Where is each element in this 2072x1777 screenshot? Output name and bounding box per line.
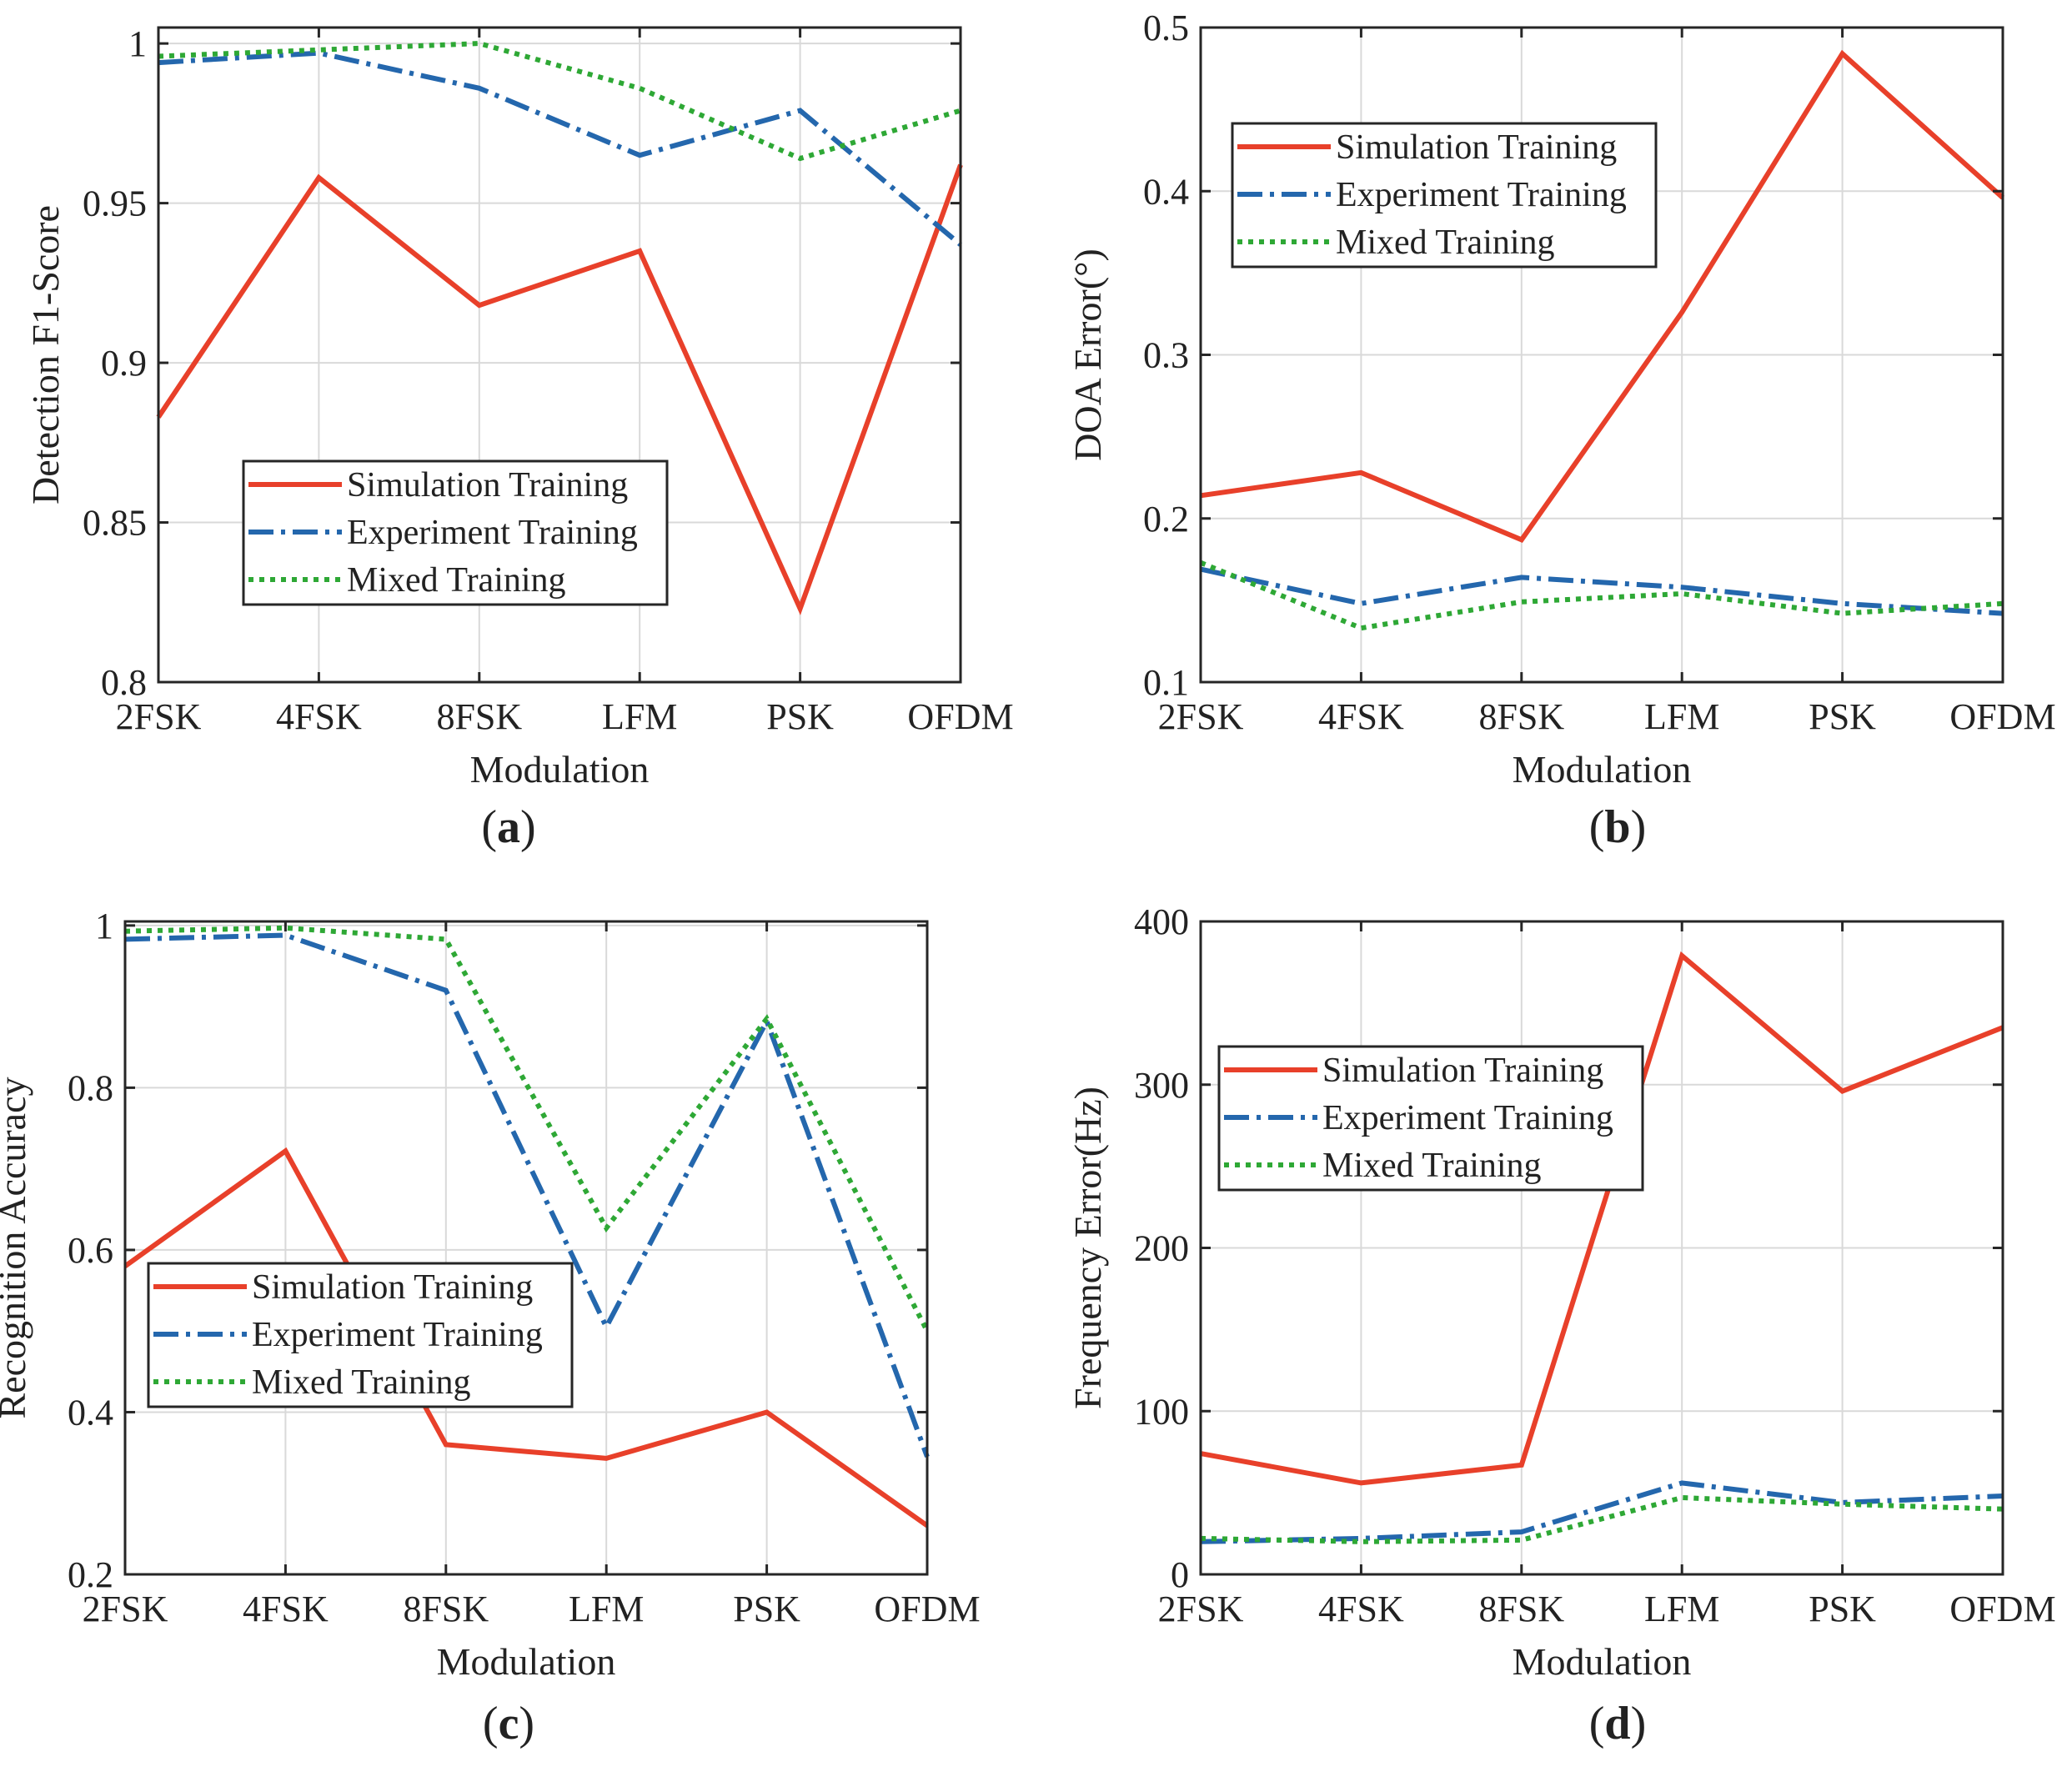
y-tick-label: 0.95 — [83, 183, 147, 224]
legend: Simulation Training Experiment Training Mi… — [1231, 122, 1658, 269]
y-tick-label: 0.85 — [83, 503, 147, 544]
x-tick-label: PSK — [733, 1589, 800, 1629]
legend-label: Mixed Training — [347, 561, 566, 600]
series-line-mixed — [1200, 1494, 2004, 1544]
x-tick-label: LFM — [1644, 696, 1719, 737]
legend-label: Simulation Training — [347, 466, 628, 504]
x-tick-label: 4FSK — [243, 1589, 329, 1629]
y-tick-label: 300 — [1134, 1065, 1189, 1106]
y-tick-label: 0.1 — [1143, 662, 1189, 703]
legend-label: Simulation Training — [252, 1268, 533, 1307]
x-tick-label: 2FSK — [1158, 696, 1244, 737]
y-tick-label: 1 — [95, 906, 113, 946]
y-tick-label: 0.5 — [1143, 8, 1189, 48]
y-tick-label: 0.2 — [68, 1554, 113, 1595]
x-tick-label: LFM — [602, 696, 677, 737]
y-tick-label: 200 — [1134, 1228, 1189, 1269]
x-axis-label: Modulation — [437, 1640, 616, 1683]
legend: Simulation Training Experiment Training Mi… — [242, 459, 669, 606]
legend-label: Experiment Training — [1336, 176, 1627, 214]
series-line-mixed — [158, 41, 961, 162]
panel-label: (b) — [1589, 801, 1646, 853]
y-axis-label: DOA Error(°) — [1066, 248, 1109, 461]
x-tick-label: 8FSK — [403, 1589, 489, 1629]
y-tick-label: 0 — [1171, 1554, 1189, 1595]
plot-area — [125, 921, 927, 1574]
x-tick-label: 8FSK — [1478, 696, 1564, 737]
y-tick-label: 0.8 — [101, 662, 147, 703]
x-tick-label: 2FSK — [1158, 1589, 1244, 1629]
legend-label: Experiment Training — [1322, 1099, 1613, 1137]
x-tick-label: OFDM — [1949, 1589, 2055, 1629]
x-tick-label: OFDM — [1949, 696, 2055, 737]
panel-label: (a) — [481, 801, 535, 853]
x-tick-label: OFDM — [874, 1589, 980, 1629]
y-tick-label: 0.3 — [1143, 335, 1189, 376]
legend-label: Mixed Training — [1322, 1147, 1542, 1185]
x-tick-label: PSK — [766, 696, 834, 737]
chart-b: 2FSK 4FSK 8FSK LFM PSK OFDM 0.1 0.2 0.3 0.4 0.5 Mod… — [1066, 8, 2056, 853]
x-axis-label: Modulation — [470, 748, 650, 791]
legend-label: Experiment Training — [347, 514, 638, 552]
x-tick-label: 2FSK — [83, 1589, 168, 1629]
chart-c: 2FSK 4FSK 8FSK LFM PSK OFDM 0.2 0.4 0.6 0.8 1 Modul… — [0, 906, 981, 1749]
series-line-experiment — [158, 50, 962, 247]
x-tick-label: LFM — [1644, 1589, 1719, 1629]
chart-d: 2FSK 4FSK 8FSK LFM PSK OFDM 0 100 200 300 400 Modul… — [1066, 901, 2056, 1749]
axes-box — [123, 920, 929, 1576]
panel-label: (d) — [1589, 1698, 1646, 1749]
legend-label: Mixed Training — [1336, 223, 1555, 262]
legend: Simulation Training Experiment Training Mi… — [147, 1262, 574, 1408]
series-line-mixed — [124, 925, 930, 1333]
x-tick-label: 8FSK — [1478, 1589, 1564, 1629]
series-line-simulation — [1200, 951, 2004, 1486]
y-tick-label: 0.9 — [101, 343, 147, 384]
panel-label: (c) — [483, 1698, 534, 1749]
x-tick-label: PSK — [1809, 696, 1876, 737]
y-tick-label: 0.2 — [1143, 499, 1189, 540]
y-axis-label: Frequency Error(Hz) — [1066, 1087, 1109, 1409]
series-line-simulation — [1200, 49, 2005, 543]
series-line-mixed — [1199, 560, 2004, 631]
series-line-experiment — [124, 932, 930, 1458]
y-tick-label: 400 — [1134, 901, 1189, 942]
x-tick-label: 2FSK — [116, 696, 202, 737]
series-line-experiment — [1200, 566, 2004, 616]
x-tick-label: PSK — [1809, 1589, 1876, 1629]
x-tick-label: LFM — [569, 1589, 644, 1629]
y-tick-label: 0.4 — [1143, 171, 1189, 212]
y-axis-label: Detection F1-Score — [24, 205, 67, 504]
legend-label: Mixed Training — [252, 1363, 471, 1402]
x-tick-label: 4FSK — [276, 696, 362, 737]
x-tick-label: 4FSK — [1318, 1589, 1404, 1629]
y-tick-label: 0.8 — [68, 1067, 113, 1108]
y-tick-label: 100 — [1134, 1391, 1189, 1432]
y-tick-label: 0.4 — [68, 1392, 113, 1433]
x-tick-label: 8FSK — [436, 696, 522, 737]
x-axis-label: Modulation — [1513, 1640, 1692, 1683]
axes-box — [157, 26, 962, 684]
y-tick-label: 0.6 — [68, 1230, 113, 1271]
x-axis-label: Modulation — [1513, 748, 1692, 791]
x-tick-label: 4FSK — [1318, 696, 1404, 737]
legend-label: Simulation Training — [1322, 1052, 1603, 1090]
y-axis-label: Recognition Accuracy — [0, 1077, 33, 1418]
x-tick-label: OFDM — [907, 696, 1013, 737]
legend-label: Simulation Training — [1336, 128, 1617, 167]
y-tick-label: 1 — [128, 23, 147, 64]
series-line-simulation — [123, 1147, 929, 1529]
legend: Simulation Training Experiment Training Mi… — [1217, 1045, 1644, 1192]
legend-label: Experiment Training — [252, 1316, 543, 1354]
chart-a: 2FSK 4FSK 8FSK LFM PSK OFDM 0.8 0.85 0.9 0.95 1 Mod… — [24, 23, 1014, 853]
series-line-simulation — [156, 163, 963, 615]
